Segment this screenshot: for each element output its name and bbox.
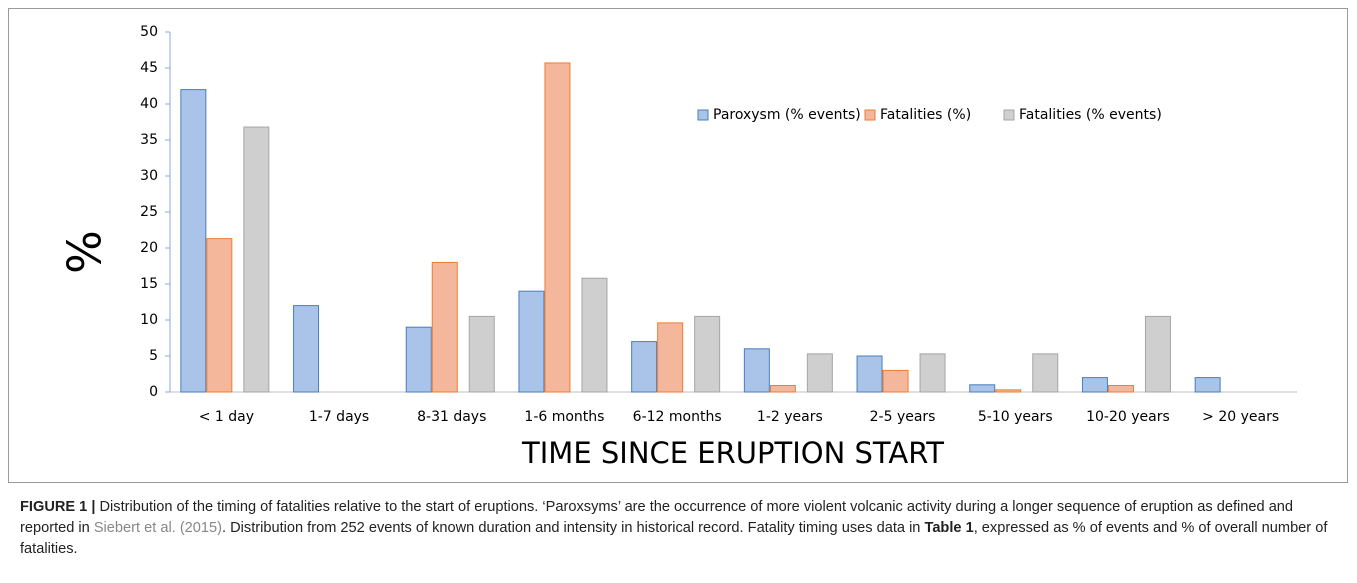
x-tick-label: 8-31 days bbox=[417, 409, 486, 425]
caption-text: . Distribution from 252 events of known … bbox=[222, 520, 925, 536]
bar bbox=[1144, 315, 1171, 393]
caption-text: , expressed as % of events and % of over… bbox=[20, 520, 1328, 557]
caption: FIGURE 1 | Distribution of the timing of… bbox=[20, 497, 1340, 560]
bar bbox=[694, 315, 721, 393]
x-tick-label: 2-5 years bbox=[870, 409, 936, 425]
chart: % TIME SINCE ERUPTION START 0 5 10 15 20 25 30… bbox=[58, 24, 1297, 470]
bar bbox=[856, 355, 883, 393]
x-tick-label: > 20 years bbox=[1202, 409, 1279, 425]
bar bbox=[180, 89, 207, 393]
x-tick-label: < 1 day bbox=[199, 409, 254, 425]
caption-reference[interactable]: Siebert et al. (2015) bbox=[93, 520, 223, 536]
x-tick-label: 5-10 years bbox=[978, 409, 1053, 425]
bar bbox=[1194, 377, 1221, 393]
bar bbox=[631, 341, 658, 393]
x-axis-title: TIME SINCE ERUPTION START bbox=[521, 436, 944, 470]
caption-table-ref: Table 1 bbox=[924, 520, 974, 536]
y-tick-label: 15 bbox=[140, 276, 158, 292]
y-tick-label: 25 bbox=[140, 204, 158, 220]
caption-label: FIGURE 1 | bbox=[20, 499, 96, 515]
y-tick-label: 40 bbox=[140, 96, 158, 112]
legend-swatch bbox=[864, 109, 876, 121]
bar bbox=[919, 353, 946, 393]
bar bbox=[1107, 385, 1134, 393]
bar bbox=[518, 290, 545, 393]
bar bbox=[405, 326, 432, 393]
bar bbox=[431, 261, 458, 393]
x-tick-label: 10-20 years bbox=[1086, 409, 1170, 425]
bar bbox=[1081, 377, 1108, 393]
y-tick-label: 10 bbox=[140, 312, 158, 328]
y-axis-title: % bbox=[58, 230, 112, 274]
y-tick-label: 35 bbox=[140, 132, 158, 148]
y-tick-label: 50 bbox=[140, 24, 158, 40]
bar bbox=[743, 348, 770, 393]
x-tick-label: 1-2 years bbox=[757, 409, 823, 425]
x-tick-label: 6-12 months bbox=[633, 409, 722, 425]
bar bbox=[544, 62, 571, 393]
legend-swatch bbox=[1003, 109, 1015, 121]
legend-label: Fatalities (%) bbox=[880, 107, 971, 123]
x-tick-label: 1-6 months bbox=[524, 409, 604, 425]
bar bbox=[243, 126, 270, 393]
caption-text: Distribution of the timing of fatalities… bbox=[20, 499, 1294, 536]
x-tick-label: 1-7 days bbox=[309, 409, 369, 425]
legend-label: Fatalities (% events) bbox=[1019, 107, 1162, 123]
bar bbox=[806, 353, 833, 393]
figure-frame bbox=[8, 8, 1348, 483]
bar bbox=[293, 305, 320, 393]
y-tick-label: 5 bbox=[149, 348, 158, 364]
y-tick-label: 45 bbox=[140, 60, 158, 76]
bar bbox=[882, 369, 909, 393]
bar bbox=[206, 238, 233, 393]
y-tick-label: 30 bbox=[140, 168, 158, 184]
bar bbox=[969, 384, 996, 393]
bar bbox=[468, 315, 495, 393]
bar bbox=[995, 389, 1022, 393]
bar bbox=[581, 277, 608, 393]
y-tick-label: 0 bbox=[149, 384, 158, 400]
bar bbox=[657, 322, 684, 393]
bar bbox=[769, 385, 796, 393]
bar bbox=[1032, 353, 1059, 393]
legend-label: Paroxysm (% events) bbox=[713, 107, 861, 123]
y-tick-label: 20 bbox=[140, 240, 158, 256]
legend-swatch bbox=[697, 109, 709, 121]
